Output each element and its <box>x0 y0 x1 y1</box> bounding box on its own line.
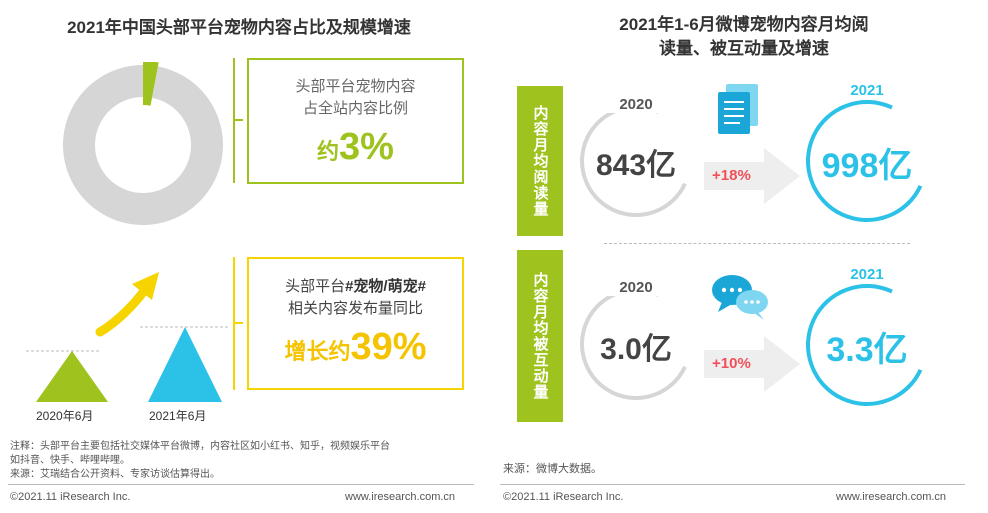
donut-slice-pet-content <box>143 62 159 106</box>
triangle-2020 <box>36 351 108 402</box>
donut-group <box>63 62 224 225</box>
row-separator <box>604 243 910 244</box>
right-title-line2: 读量、被互动量及增速 <box>659 39 829 58</box>
share-box-line1: 头部平台宠物内容 <box>295 78 416 95</box>
growth-triangles <box>26 272 230 402</box>
right-footer-copyright: ©2021.11 iResearch Inc. <box>503 491 624 503</box>
chat-bubbles-icon <box>712 275 768 320</box>
row2-value-2021: 3.3亿 <box>826 331 908 369</box>
growth-line1-tag: #宠物/萌宠# <box>345 278 426 295</box>
left-footer-url: www.iresearch.com.cn <box>345 491 456 503</box>
row1-value-2020: 843亿 <box>595 149 677 182</box>
right-source: 来源：微博大数据。 <box>503 463 602 475</box>
right-footer-rule <box>500 484 965 485</box>
growth-box-line2: 相关内容发布量同比 <box>287 300 423 317</box>
growth-box-line1: 头部平台#宠物/萌宠# <box>249 276 462 298</box>
share-donut-chart <box>63 62 224 225</box>
row2-arrow <box>704 336 800 392</box>
row2-value-2020: 3.0亿 <box>600 333 672 366</box>
growth-prefix: 增长约 <box>284 339 351 364</box>
growth-arrow-body <box>95 283 151 337</box>
share-box: 头部平台宠物内容 占全站内容比例 约3% <box>247 58 464 184</box>
growth-line1-prefix: 头部平台 <box>285 278 346 295</box>
tri-label-2021: 2021年6月 <box>149 409 207 423</box>
note-line-3: 来源：艾瑞结合公开资料、专家访谈估算得出。 <box>10 469 220 480</box>
right-footer-url: www.iresearch.com.cn <box>836 491 947 503</box>
growth-box: 头部平台#宠物/萌宠# 相关内容发布量同比 增长约39% <box>247 257 464 390</box>
row2-year-2020: 2020 <box>586 279 686 296</box>
share-value: 3% <box>339 126 394 168</box>
tri-label-2020: 2020年6月 <box>36 409 94 423</box>
row2-label: 内容月均被互动量 <box>517 250 563 422</box>
bracket-1-tick <box>233 119 243 121</box>
note-line-1: 注释：头部平台主要包括社交媒体平台微博，内容社区如小红书、知乎，视频娱乐平台 <box>10 441 390 452</box>
left-footer-copyright: ©2021.11 iResearch Inc. <box>10 491 131 503</box>
row1-year-2021: 2021 <box>817 82 917 99</box>
left-notes: 注释：头部平台主要包括社交媒体平台微博，内容社区如小红书、知乎，视频娱乐平台 如… <box>10 440 480 482</box>
row1-growth: +18% <box>712 167 751 184</box>
share-box-line2: 占全站内容比例 <box>302 100 408 117</box>
note-line-2: 如抖音、快手、哔哩哔哩。 <box>10 455 130 466</box>
right-title-line1: 2021年1-6月微博宠物内容月均阅 <box>619 15 869 34</box>
share-prefix: 约 <box>317 139 340 164</box>
row1-arrow <box>704 148 800 204</box>
row1-label: 内容月均阅读量 <box>517 86 563 236</box>
share-box-value-row: 约3% <box>249 126 462 169</box>
right-title: 2021年1-6月微博宠物内容月均阅 读量、被互动量及增速 <box>500 13 988 61</box>
growth-value: 39% <box>350 326 427 368</box>
triangle-2021 <box>148 327 222 402</box>
donut-slice-other <box>63 65 224 225</box>
row2-growth: +10% <box>712 355 751 372</box>
growth-box-value-row: 增长约39% <box>249 326 462 369</box>
row1-value-2021: 998亿 <box>821 147 913 185</box>
left-footer-rule <box>8 484 474 485</box>
row2-year-2021: 2021 <box>817 266 917 283</box>
bracket-2-tick <box>233 322 243 324</box>
document-icon <box>718 84 758 134</box>
row1-year-2020: 2020 <box>586 96 686 113</box>
left-title: 2021年中国头部平台宠物内容占比及规模增速 <box>67 18 411 37</box>
growth-arrow-head <box>132 272 159 300</box>
